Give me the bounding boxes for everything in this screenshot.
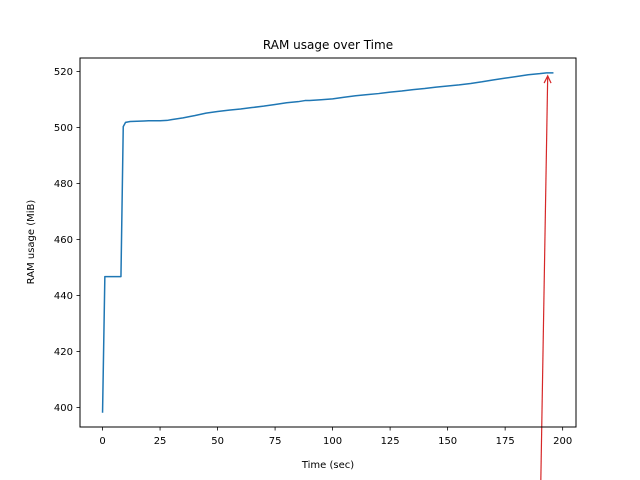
x-tick-label: 150 — [438, 436, 457, 447]
y-tick-label: 460 — [54, 235, 73, 246]
chart-title: RAM usage over Time — [263, 38, 393, 52]
x-tick-label: 50 — [211, 436, 224, 447]
y-tick-label: 480 — [54, 179, 73, 190]
y-tick-label: 420 — [54, 347, 73, 358]
y-tick-label: 400 — [54, 403, 73, 414]
x-axis-label: Time (sec) — [301, 460, 354, 471]
annotation-arrow-shaft — [540, 75, 549, 480]
plot-area — [101, 72, 554, 480]
x-axis-ticks: 0 25 50 75 100 125 150 175 200 — [99, 427, 572, 447]
x-tick-label: 100 — [323, 436, 342, 447]
x-tick-label: 75 — [269, 436, 282, 447]
y-tick-label: 500 — [54, 123, 73, 134]
x-tick-label: 125 — [381, 436, 400, 447]
x-tick-label: 200 — [553, 436, 572, 447]
y-tick-label: 440 — [54, 291, 73, 302]
x-tick-label: 25 — [154, 436, 167, 447]
annotation-arrow-head — [543, 74, 552, 84]
y-axis-ticks: 400 420 440 460 480 500 520 — [54, 67, 80, 414]
x-tick-label: 175 — [496, 436, 515, 447]
ram-usage-line — [101, 72, 554, 413]
x-tick-label: 0 — [99, 436, 105, 447]
y-tick-label: 520 — [54, 67, 73, 78]
y-axis-label: RAM usage (MiB) — [26, 200, 37, 285]
plot-frame — [79, 57, 577, 428]
